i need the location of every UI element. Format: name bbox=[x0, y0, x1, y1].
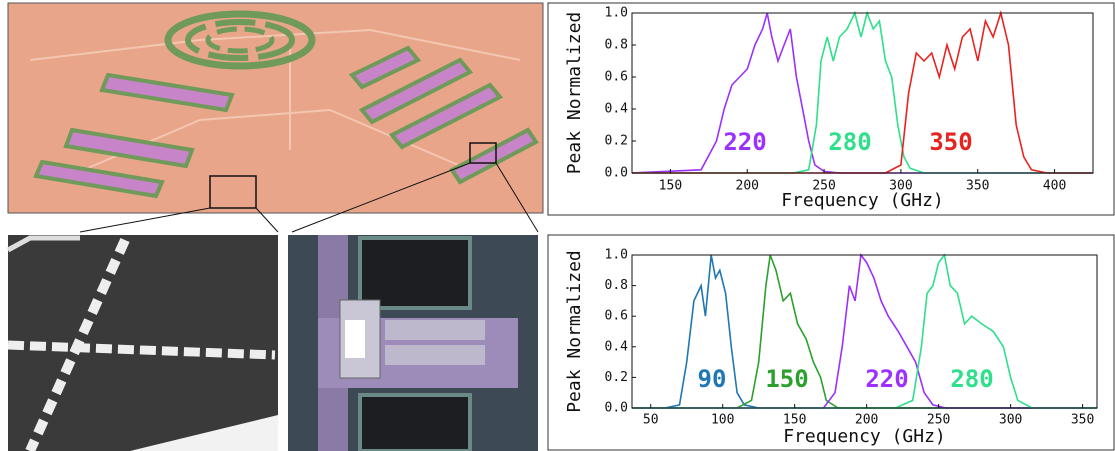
x-tick-label: 100 bbox=[711, 413, 734, 428]
y-tick-label: 0.0 bbox=[605, 401, 628, 416]
y-tick-label: 0.6 bbox=[605, 70, 628, 85]
y-tick-label: 0.2 bbox=[605, 134, 628, 149]
x-tick-label: 200 bbox=[736, 179, 759, 194]
render-closeup bbox=[8, 235, 278, 451]
figure: 2202803501502002503003504000.00.20.40.60… bbox=[0, 0, 1115, 451]
x-axis-label: Frequency (GHz) bbox=[781, 190, 944, 211]
x-tick-label: 150 bbox=[659, 179, 682, 194]
series-label: 150 bbox=[765, 365, 808, 393]
series-label: 350 bbox=[929, 128, 972, 156]
series-label: 220 bbox=[865, 365, 908, 393]
x-tick-label: 350 bbox=[966, 179, 989, 194]
x-tick-label: 350 bbox=[1071, 413, 1094, 428]
y-tick-label: 0.2 bbox=[605, 370, 628, 385]
y-tick-label: 0.6 bbox=[605, 309, 628, 324]
micrograph-closeup bbox=[288, 235, 538, 451]
chip-photo bbox=[8, 3, 543, 232]
y-tick-label: 0.4 bbox=[605, 102, 629, 117]
x-tick-label: 400 bbox=[1043, 179, 1066, 194]
y-tick-label: 0.4 bbox=[605, 339, 629, 354]
series-label: 220 bbox=[723, 128, 766, 156]
y-axis-label: Peak Normalized bbox=[564, 12, 585, 175]
x-axis-label: Frequency (GHz) bbox=[783, 426, 946, 447]
chart-frame bbox=[548, 235, 1114, 450]
y-tick-label: 0.8 bbox=[605, 278, 628, 293]
y-tick-label: 1.0 bbox=[605, 6, 628, 21]
series-label: 90 bbox=[698, 365, 727, 393]
series-label: 280 bbox=[828, 128, 871, 156]
y-tick-label: 0.8 bbox=[605, 38, 628, 53]
y-tick-label: 1.0 bbox=[605, 248, 628, 263]
y-tick-label: 0.0 bbox=[605, 166, 628, 181]
x-tick-label: 50 bbox=[643, 413, 659, 428]
y-axis-label: Peak Normalized bbox=[564, 250, 585, 413]
series-label: 280 bbox=[950, 365, 993, 393]
x-tick-label: 300 bbox=[999, 413, 1022, 428]
